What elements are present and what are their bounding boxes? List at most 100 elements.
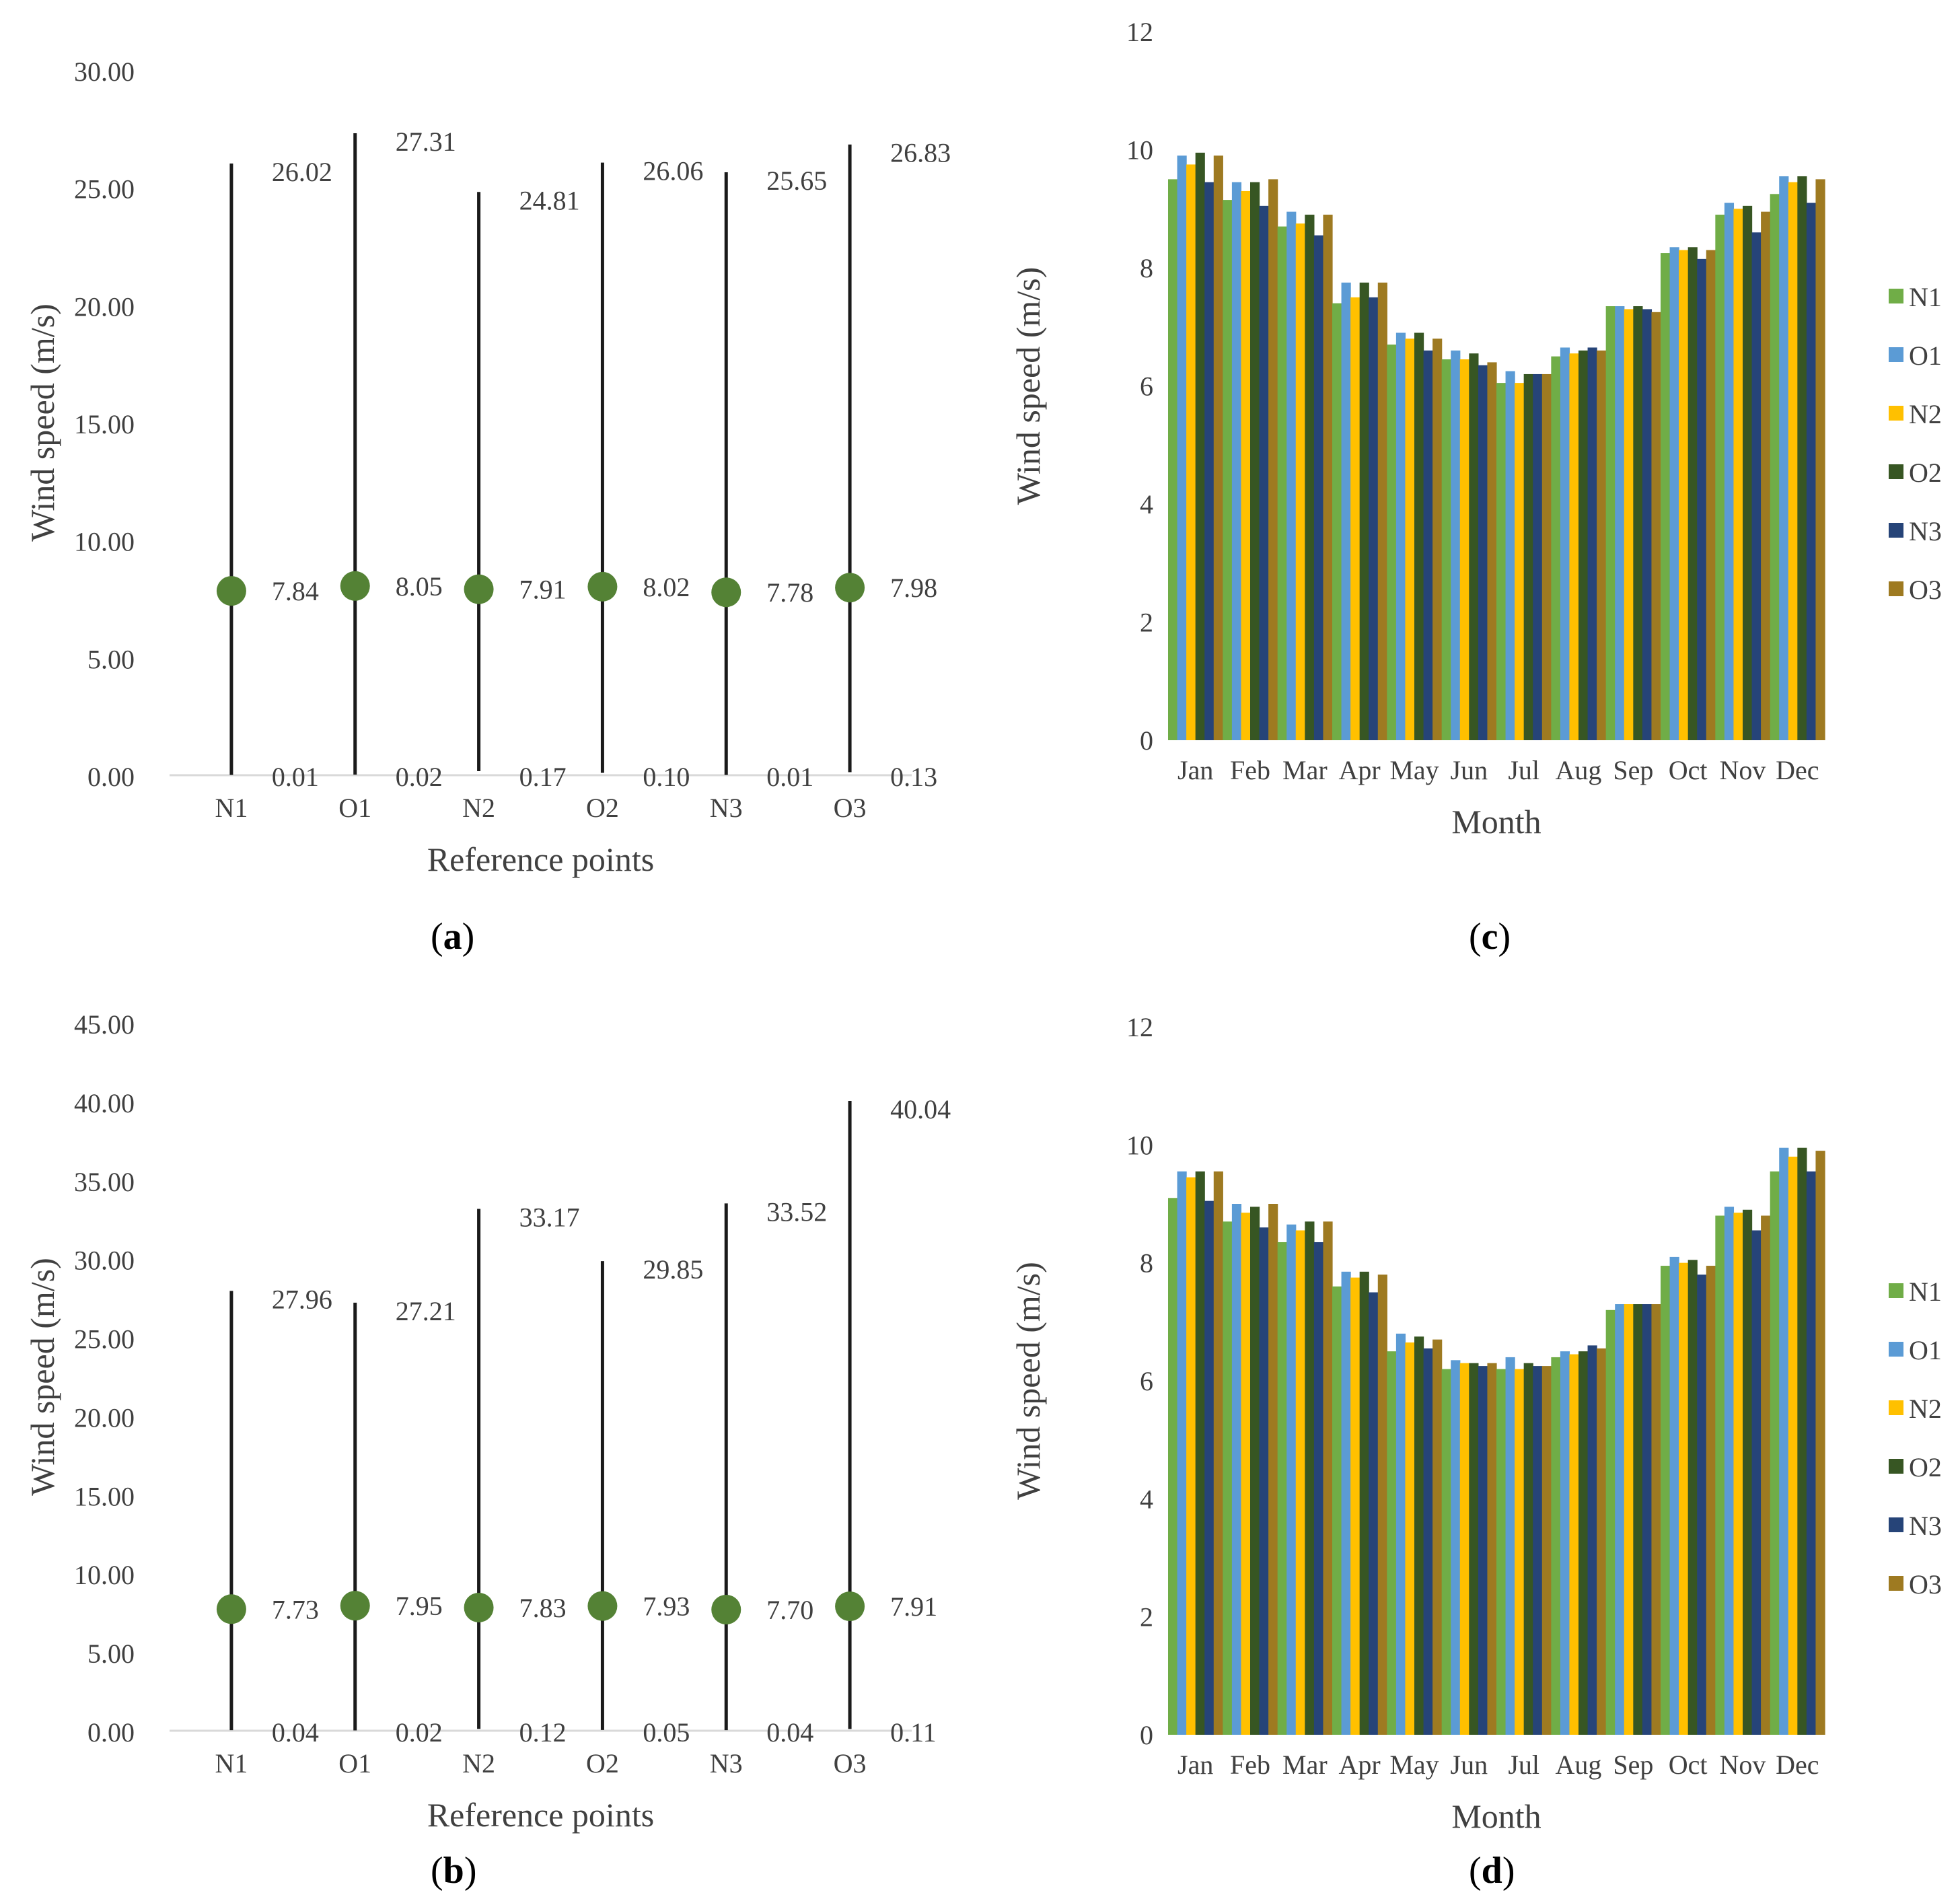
mean-data-label: 7.98	[890, 573, 937, 603]
bar-n2	[1515, 1369, 1525, 1735]
bar-o1	[1451, 1360, 1461, 1735]
x-tick-label: Aug	[1556, 1750, 1602, 1780]
max-data-label: 27.31	[396, 127, 456, 157]
bar-n2	[1186, 164, 1196, 740]
bar-o2	[1195, 1171, 1205, 1735]
mean-data-label: 7.95	[396, 1591, 443, 1621]
x-tick-label: N2	[462, 1748, 495, 1779]
legend-swatch-o2	[1889, 1459, 1903, 1474]
bar-o2	[1414, 1336, 1424, 1735]
x-tick-label: O1	[338, 793, 371, 823]
x-tick-label: Dec	[1776, 1750, 1819, 1780]
bar-o2	[1633, 1304, 1643, 1735]
x-tick-label: Sep	[1613, 1750, 1653, 1780]
bar-n1	[1277, 226, 1287, 740]
legend-label: O2	[1909, 458, 1942, 488]
legend-swatch-n3	[1889, 1517, 1903, 1532]
chart-a: 0.00 5.00 10.00 15.00 20.00 25.00 30.00 26.02 7.…	[24, 57, 951, 878]
chart-c: 0 2 4 6 8 10 12 Jan Feb Mar Apr May Jun Jul Aug Sep Oct N…	[1009, 17, 1942, 840]
bar-o1	[1231, 182, 1242, 740]
bar-o2	[1250, 182, 1260, 740]
bar-o1	[1669, 247, 1679, 741]
bar-n2	[1405, 338, 1415, 740]
mean-data-label: 7.70	[766, 1595, 813, 1625]
bar-n3	[1533, 373, 1543, 740]
bar-o3	[1213, 1171, 1223, 1735]
chart-d: 0 2 4 6 8 10 12 Jan Feb Mar Apr May Jun Jul Aug Sep Oct N…	[1009, 1012, 1942, 1835]
bar-o3	[1487, 1363, 1497, 1735]
x-tick-label: Apr	[1339, 1750, 1381, 1780]
legend-label: O1	[1909, 340, 1942, 371]
bar-n2	[1624, 1304, 1634, 1735]
mean-data-label: 7.83	[519, 1593, 567, 1623]
max-data-label: 24.81	[519, 185, 580, 215]
panel-label-b: (b)	[431, 1850, 477, 1892]
bar-o3	[1377, 1274, 1387, 1735]
bar-o1	[1615, 1304, 1625, 1735]
bar-n3	[1204, 1200, 1214, 1735]
x-tick-label: N2	[462, 793, 495, 823]
x-tick-label: Jan	[1177, 1750, 1213, 1780]
y-tick-label: 10	[1126, 135, 1153, 166]
bar-n3	[1642, 309, 1653, 740]
mean-marker	[216, 1594, 246, 1624]
bar-n1	[1277, 1242, 1287, 1735]
bar-n2	[1241, 1213, 1251, 1735]
min-data-label: 0.10	[643, 762, 690, 792]
bar-o2	[1305, 1221, 1315, 1735]
y-tick-label: 25.00	[74, 174, 135, 205]
min-data-label: 0.01	[272, 762, 319, 792]
bar-n1	[1332, 1286, 1342, 1735]
legend-swatch-o3	[1889, 1576, 1903, 1591]
bar-n2	[1350, 297, 1360, 740]
max-data-label: 26.83	[890, 138, 951, 168]
x-tick-label: Mar	[1282, 755, 1328, 785]
mean-data-label: 7.91	[890, 1591, 937, 1622]
legend-swatch-n3	[1889, 523, 1903, 538]
bar-o1	[1560, 347, 1570, 740]
bar-o2	[1743, 1209, 1753, 1735]
x-tick-label: Oct	[1669, 1750, 1708, 1780]
bar-n3	[1423, 350, 1433, 740]
x-tick-label: Feb	[1230, 1750, 1270, 1780]
bar-n1	[1441, 359, 1451, 740]
bar-o2	[1359, 1271, 1369, 1735]
x-tick-label: Jun	[1451, 1750, 1488, 1780]
bar-o1	[1724, 203, 1735, 741]
bar-n2	[1459, 1363, 1469, 1735]
bar-o2	[1414, 332, 1424, 740]
bar-n3	[1751, 1230, 1762, 1735]
bar-o2	[1305, 215, 1315, 740]
bar-n1	[1661, 1266, 1671, 1735]
x-tick-label: May	[1389, 1750, 1439, 1780]
bar-n2	[1788, 1156, 1798, 1735]
chart-b: 0.00 5.00 10.00 15.00 20.00 25.00 30.00 35.00 40…	[24, 1009, 951, 1834]
bar-o3	[1651, 1304, 1661, 1735]
bar-o3	[1213, 155, 1223, 740]
bar-o1	[1395, 332, 1406, 740]
y-tick-label: 15.00	[74, 1481, 135, 1511]
bar-o2	[1523, 373, 1533, 740]
bar-n2	[1295, 223, 1305, 740]
max-data-label: 27.21	[396, 1296, 456, 1326]
bar-n2	[1679, 1262, 1689, 1735]
bar-n2	[1788, 182, 1798, 740]
bar-o2	[1469, 1363, 1479, 1735]
x-axis-title: Reference points	[427, 1796, 654, 1834]
y-tick-label: 10.00	[74, 1560, 135, 1590]
y-tick-label: 20.00	[74, 1402, 135, 1433]
bar-n2	[1733, 209, 1743, 740]
bar-o1	[1779, 176, 1789, 740]
x-tick-label: O3	[834, 1748, 867, 1779]
bar-o3	[1541, 373, 1552, 740]
bar-o3	[1815, 179, 1825, 740]
bar-o2	[1797, 176, 1807, 740]
bar-o3	[1487, 362, 1497, 740]
bar-n3	[1313, 235, 1324, 740]
bar-n1	[1387, 1351, 1397, 1735]
bar-o3	[1597, 1348, 1607, 1735]
bar-n3	[1642, 1304, 1653, 1735]
x-axis-title: Reference points	[427, 840, 654, 878]
bar-o2	[1687, 247, 1698, 741]
